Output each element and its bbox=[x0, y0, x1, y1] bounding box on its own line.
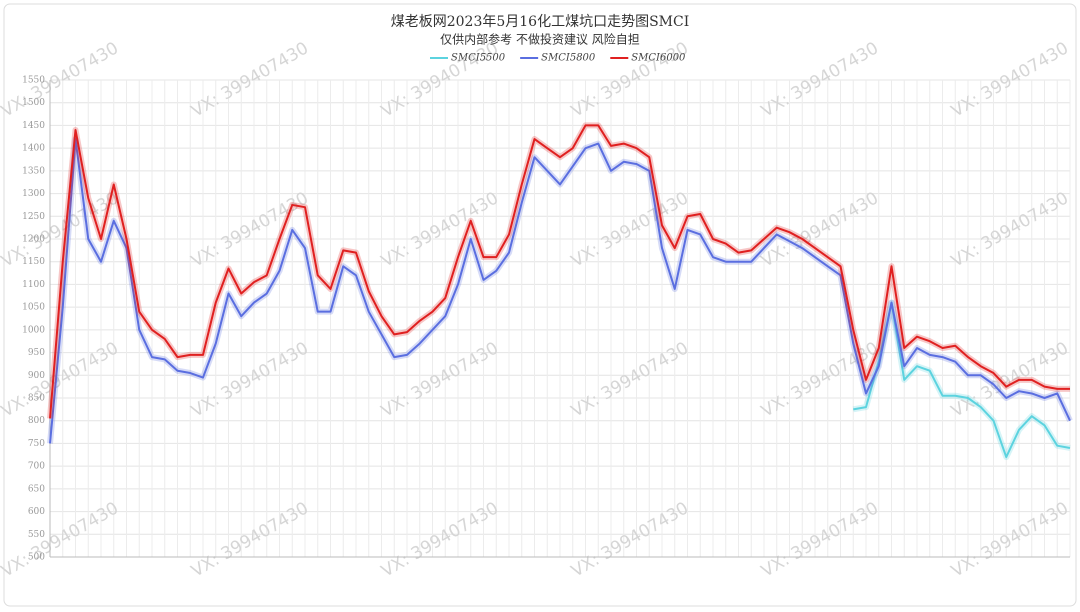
y-tick-label: 950 bbox=[28, 348, 45, 358]
y-tick-label: 1450 bbox=[22, 121, 45, 131]
y-tick-label: 1550 bbox=[22, 76, 45, 86]
legend-label: SMCI5800 bbox=[541, 53, 596, 64]
legend-label: SMCI5500 bbox=[451, 53, 506, 64]
series-line bbox=[49, 124, 1070, 419]
y-tick-label: 550 bbox=[28, 530, 45, 540]
y-tick-label: 600 bbox=[28, 507, 45, 517]
chart-subtitle: 仅供内部参考 不做投资建议 风险自担 bbox=[440, 32, 640, 47]
y-tick-label: 1300 bbox=[22, 189, 45, 199]
y-tick-label: 1000 bbox=[22, 325, 45, 335]
y-tick-label: 1050 bbox=[22, 303, 45, 313]
chart-frame bbox=[3, 3, 1077, 607]
y-tick-label: 1200 bbox=[22, 235, 45, 245]
y-tick-label: 500 bbox=[28, 553, 45, 563]
y-tick-label: 650 bbox=[28, 484, 45, 494]
y-tick-label: 800 bbox=[28, 416, 45, 426]
y-tick-label: 900 bbox=[28, 371, 45, 381]
y-tick-label: 850 bbox=[28, 394, 45, 404]
y-tick-label: 1350 bbox=[22, 166, 45, 176]
y-tick-label: 1400 bbox=[22, 144, 45, 154]
y-tick-label: 750 bbox=[28, 439, 45, 449]
y-tick-label: 1150 bbox=[22, 257, 45, 267]
legend-label: SMCI6000 bbox=[631, 53, 686, 64]
chart-title: 煤老板网2023年5月16化工煤坑口走势图SMCI bbox=[391, 14, 690, 30]
series-line bbox=[49, 138, 1071, 444]
y-tick-label: 700 bbox=[28, 462, 45, 472]
y-tick-label: 1250 bbox=[22, 212, 45, 222]
y-tick-label: 1500 bbox=[22, 98, 45, 108]
y-tick-label: 1100 bbox=[22, 280, 45, 290]
